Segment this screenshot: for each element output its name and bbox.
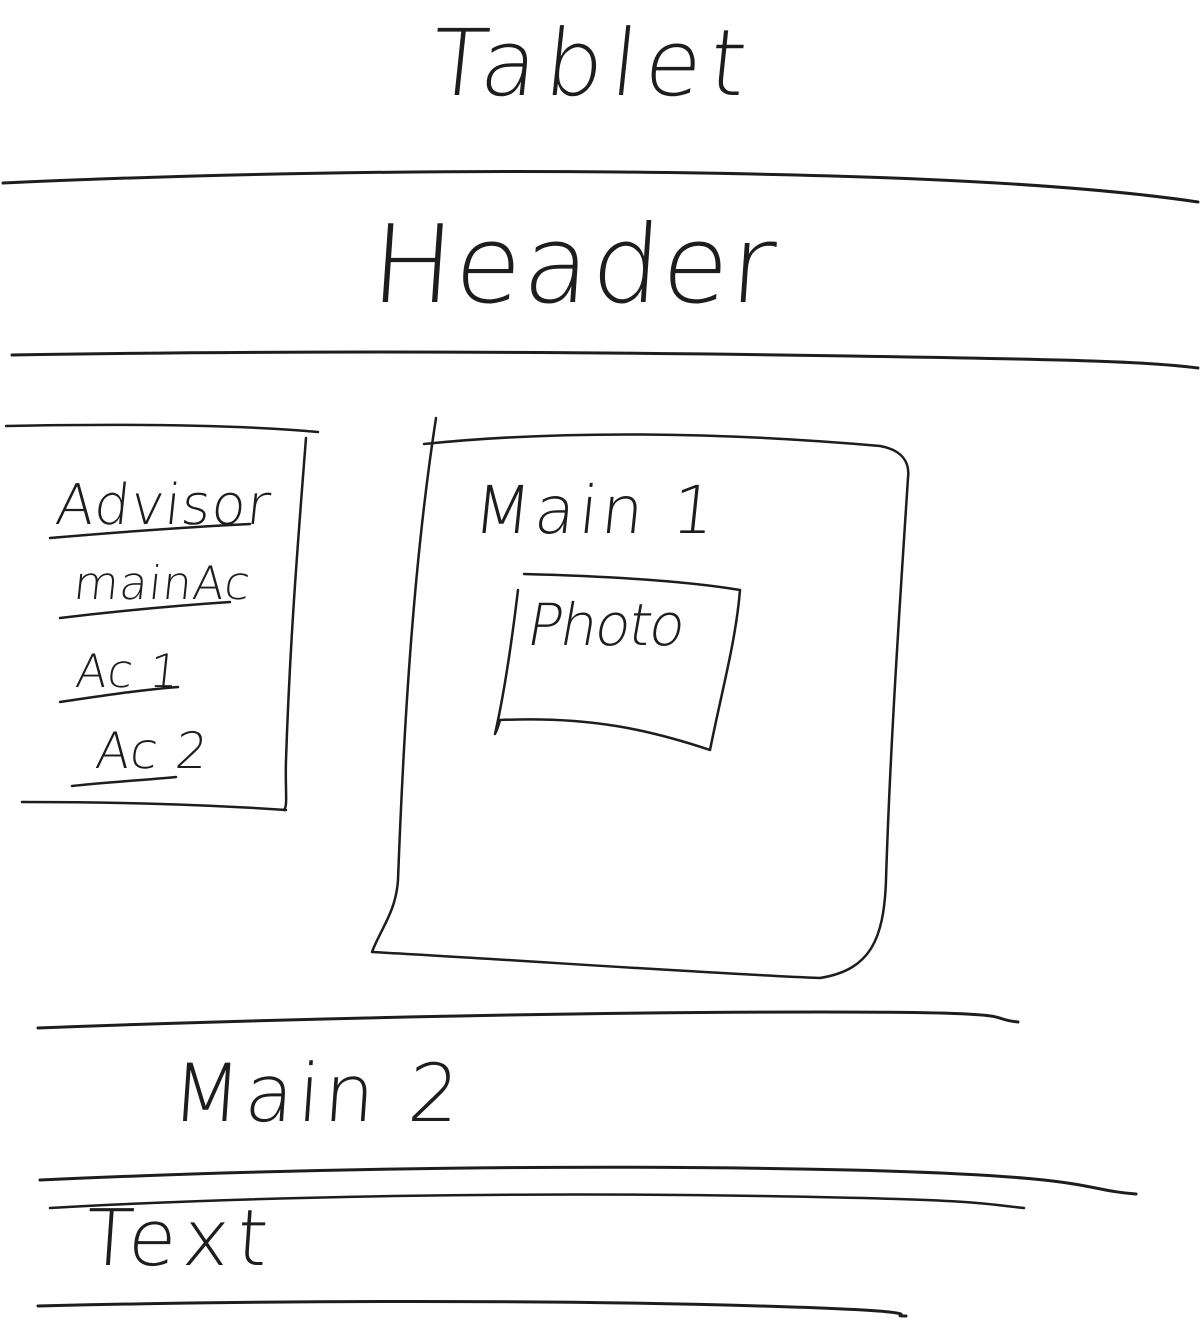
page-title: Tablet	[426, 10, 760, 117]
text-bottom-divider	[36, 1300, 908, 1318]
sidebar-underline-2	[58, 685, 180, 704]
main1-label: Main 1	[470, 472, 723, 549]
header-top-divider	[1, 169, 1200, 204]
header-label: Header	[367, 203, 782, 328]
main2-top-divider	[36, 1010, 1020, 1030]
text-top-divider	[48, 1193, 1026, 1210]
main2-label: Main 2	[168, 1047, 467, 1140]
sidebar-item-ac1[interactable]: Ac 1	[73, 644, 183, 698]
main2-bottom-divider	[38, 1165, 1138, 1196]
sidebar-item-advisor[interactable]: Advisor	[52, 473, 275, 538]
sidebar-box	[4, 423, 320, 812]
photo-label: Photo	[522, 591, 690, 659]
footer-text-label: Text	[82, 1194, 279, 1284]
sidebar-underline-3	[70, 775, 178, 788]
main1-box	[370, 416, 910, 980]
sidebar-underline-0	[48, 522, 252, 540]
sidebar-item-ac2[interactable]: Ac 2	[92, 722, 212, 780]
sidebar-item-mainac[interactable]: mainAc	[71, 556, 254, 610]
header-bottom-divider	[10, 350, 1200, 370]
photo-box	[493, 572, 742, 752]
sidebar-underline-1	[58, 600, 232, 620]
